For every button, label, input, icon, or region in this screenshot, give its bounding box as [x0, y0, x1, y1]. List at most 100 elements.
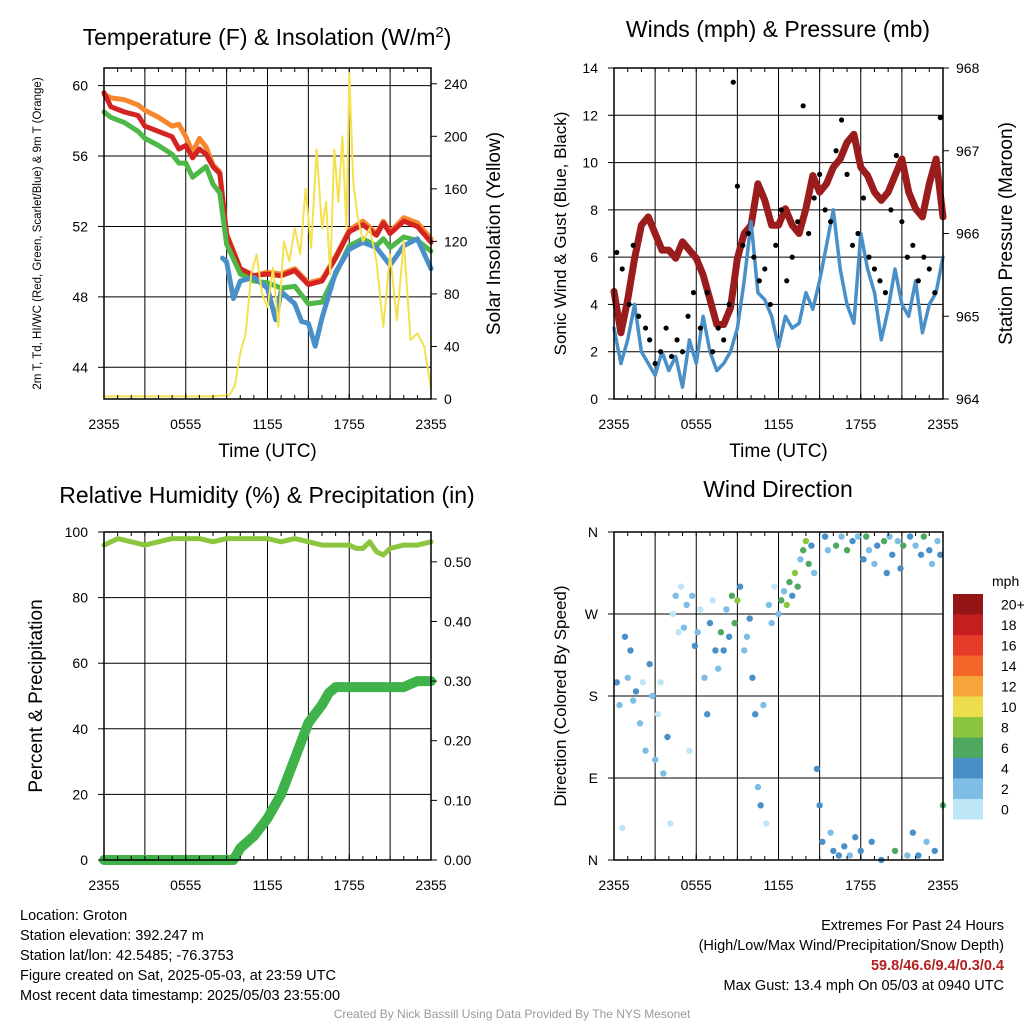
extremes-legend: (High/Low/Max Wind/Precipitation/Snow De…: [698, 938, 1004, 954]
direction-point: [757, 802, 764, 809]
chart-title: Wind Direction: [703, 476, 853, 502]
gust-point: [866, 254, 872, 260]
y-tick-label: 8: [590, 202, 598, 218]
direction-point: [642, 747, 649, 754]
direction-point: [789, 592, 796, 599]
legend-swatch: [953, 778, 983, 799]
x-tick-label: 0555: [170, 877, 201, 893]
direction-point: [680, 624, 688, 631]
direction-point: [917, 551, 925, 558]
direction-point: [712, 647, 719, 654]
direction-point: [632, 688, 640, 695]
direction-point: [857, 847, 864, 855]
direction-point: [810, 569, 818, 577]
direction-point: [613, 679, 620, 686]
y-tick-label: 100: [65, 524, 89, 540]
recent-text: Most recent data timestamp: 2025/05/03 2…: [20, 988, 341, 1004]
y2-tick-label: 160: [444, 181, 468, 197]
y-tick-label: 52: [72, 218, 88, 234]
latlon-text: Station lat/lon: 42.5485; -76.3753: [20, 948, 234, 964]
gust-point: [756, 278, 762, 284]
direction-point: [621, 633, 629, 640]
direction-point: [771, 583, 778, 590]
x-axis-label: Time (UTC): [218, 441, 317, 462]
x-tick-label: 2355: [598, 877, 629, 893]
direction-point: [889, 551, 896, 558]
max-gust-text: Max Gust: 13.4 mph On 05/03 at 0940 UTC: [723, 978, 1004, 994]
direction-point: [741, 647, 748, 654]
direction-point: [841, 843, 848, 850]
direction-point: [664, 733, 671, 741]
x-tick-label: 2355: [415, 416, 446, 432]
station-info: Location: Groton Station elevation: 392.…: [20, 906, 340, 1006]
direction-point: [874, 542, 881, 549]
direction-point: [723, 606, 730, 613]
gust-point: [685, 313, 691, 319]
y2-tick-label: 240: [444, 76, 468, 92]
direction-point: [871, 560, 878, 568]
y-tick-label: 2: [590, 344, 598, 360]
y-tick-label: 12: [582, 107, 598, 123]
gust-point: [926, 266, 932, 272]
legend-label: 2: [1001, 781, 1009, 797]
gust-point: [932, 290, 938, 296]
direction-point: [667, 820, 674, 827]
gust-point: [663, 325, 669, 331]
x-tick-label: 2355: [88, 877, 119, 893]
legend-swatch: [953, 594, 983, 615]
gust-point: [915, 278, 921, 284]
gust-point: [626, 301, 632, 308]
legend-swatch: [953, 676, 983, 697]
direction-point: [762, 820, 770, 827]
direction-point: [797, 556, 804, 563]
gust-point: [690, 290, 697, 296]
direction-point: [783, 601, 790, 609]
legend-label: 14: [1001, 658, 1017, 674]
direction-point: [686, 747, 693, 754]
chart-title: Winds (mph) & Pressure (mb): [626, 16, 930, 42]
legend-label: 18: [1001, 617, 1017, 633]
direction-point: [920, 533, 928, 540]
direction-point: [683, 601, 690, 609]
direction-point: [880, 537, 888, 545]
direction-point: [860, 556, 867, 563]
y-tick-label: 56: [72, 148, 88, 164]
chart-title: Relative Humidity (%) & Precipitation (i…: [59, 482, 474, 508]
x-tick-label: 1755: [845, 416, 876, 432]
credit-text: Created By Nick Bassill Using Data Provi…: [333, 1007, 691, 1021]
gust-point: [619, 266, 625, 272]
gust-point: [745, 230, 751, 237]
created-text: Figure created on Sat, 2025-05-03, at 23…: [20, 968, 336, 984]
x-tick-label: 2355: [927, 877, 958, 893]
gust-point: [730, 79, 736, 85]
y2-tick-label: 0.40: [444, 613, 471, 629]
direction-point: [934, 537, 941, 545]
direction-point: [714, 665, 722, 672]
gust-point: [811, 195, 817, 201]
y2-tick-label: 966: [956, 226, 980, 242]
direction-point: [821, 533, 829, 540]
gust-point: [817, 171, 823, 177]
legend-swatch: [953, 799, 983, 820]
direction-point: [786, 578, 793, 586]
x-tick-label: 1155: [763, 416, 793, 432]
y-tick-label: S: [589, 688, 598, 704]
gust-point: [838, 117, 845, 123]
direction-point: [838, 533, 845, 540]
direction-point: [725, 633, 733, 640]
y2-tick-label: 968: [956, 60, 980, 76]
legend-swatch: [953, 614, 983, 635]
direction-point: [886, 533, 893, 540]
x-tick-label: 0555: [170, 416, 201, 432]
legend-swatch: [953, 635, 983, 656]
direction-point: [636, 720, 644, 727]
series-line-2: [612, 208, 945, 389]
gust-point: [882, 290, 889, 296]
extremes-title: Extremes For Past 24 Hours: [821, 918, 1004, 934]
direction-point: [891, 847, 899, 855]
gust-point: [899, 219, 905, 225]
direction-point: [883, 569, 890, 577]
y-tick-label: 14: [582, 60, 598, 76]
y2-tick-label: 965: [956, 308, 980, 324]
